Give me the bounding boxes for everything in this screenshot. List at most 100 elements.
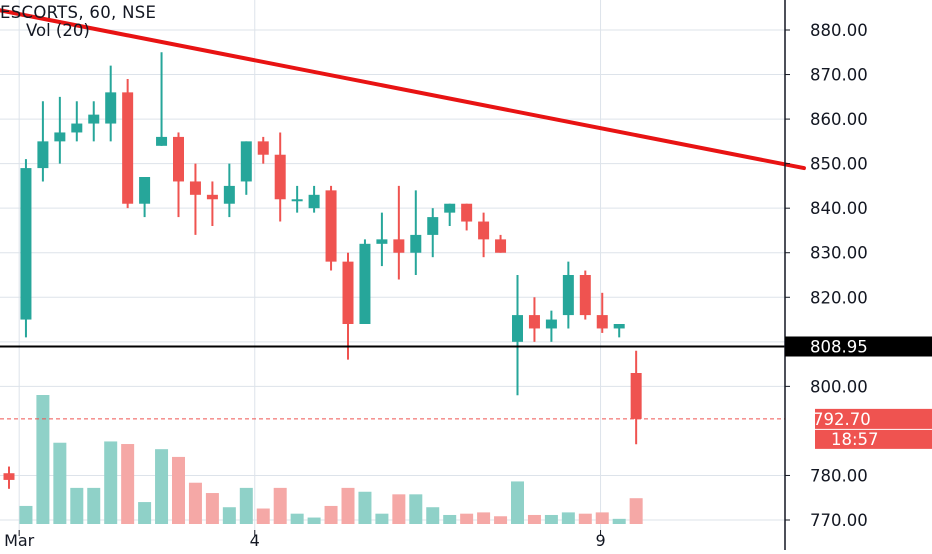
volume-study-label[interactable]: Vol (20) (26, 21, 90, 40)
candle-body (71, 123, 83, 133)
price-tick-label: 800.00 (810, 377, 868, 396)
candle-body (3, 473, 15, 480)
candle-body (579, 275, 591, 316)
countdown-tag (815, 429, 932, 449)
candle-body (122, 92, 134, 204)
candle-body (512, 315, 523, 342)
price-tick-label: 770.00 (810, 511, 868, 530)
candle-body (393, 239, 405, 253)
volume-bar (239, 487, 253, 524)
candle-body (240, 141, 252, 182)
candle-body (308, 194, 320, 209)
grid (0, 0, 785, 530)
volume-bars (19, 395, 643, 524)
candle-body (88, 114, 100, 124)
volume-bar (36, 395, 50, 524)
candle-body (342, 261, 354, 324)
price-tick-label: 860.00 (810, 110, 868, 129)
volume-bar (104, 441, 118, 524)
time-tick-label: 4 (250, 531, 260, 550)
volume-bar (494, 516, 508, 524)
price-tick-label: 870.00 (810, 66, 868, 85)
candle-body (410, 234, 422, 253)
price-tick-label: 780.00 (810, 466, 868, 485)
trendline (0, 8, 806, 171)
volume-bar (324, 505, 338, 524)
volume-bar (188, 482, 202, 524)
volume-bar (121, 444, 135, 524)
volume-bar (307, 517, 321, 524)
time-tick-label: 9 (595, 531, 605, 550)
volume-bar (612, 518, 626, 524)
volume-bar (256, 508, 270, 524)
volume-bar (443, 514, 457, 524)
symbol-title: ESCORTS, 60, NSE (0, 3, 157, 22)
candle-body (173, 136, 184, 182)
candle-body (444, 203, 456, 213)
candle-body (105, 92, 117, 124)
candle-body (495, 239, 507, 253)
volume-bar (205, 493, 219, 524)
candle-body (37, 141, 49, 169)
candle-body (478, 221, 490, 240)
candles (3, 52, 642, 489)
last-price-tag (815, 408, 932, 429)
candle-body (359, 243, 371, 324)
level-price-label: 808.95 (810, 337, 868, 356)
candle-body (545, 319, 557, 329)
price-tick-label: 850.00 (810, 155, 868, 174)
candle-body (189, 181, 201, 195)
price-tick-label: 820.00 (810, 288, 868, 307)
price-axis[interactable]: 770.00 780.00 800.00 820.00 830.00 840.00 850.… (784, 0, 932, 550)
volume-bar (578, 513, 592, 524)
volume-bar (273, 487, 287, 524)
candle-body (156, 136, 168, 146)
level-price-tag (785, 336, 932, 357)
last-price-label: 792.70 (813, 410, 871, 429)
candle-body (20, 168, 32, 320)
volume-bar (375, 513, 389, 524)
volume-bar (392, 494, 406, 524)
candle-body (613, 324, 625, 329)
volume-bar (53, 442, 67, 524)
volume-bar (172, 456, 185, 524)
candle-body (223, 185, 235, 204)
volume-bar (477, 512, 491, 524)
candle-body (630, 373, 642, 419)
volume-bar (222, 507, 236, 524)
volume-bar (544, 514, 558, 524)
candle-body (291, 199, 303, 202)
candle-body (139, 177, 151, 204)
volume-bar (70, 487, 84, 524)
drawings (0, 8, 806, 420)
volume-bar (426, 507, 440, 524)
volume-bar (409, 494, 423, 524)
volume-bar (595, 512, 609, 524)
volume-bar (87, 487, 101, 524)
countdown-label: 18:57 (831, 430, 879, 449)
volume-bar (341, 487, 355, 524)
volume-bar (155, 449, 169, 524)
candle-body (596, 315, 608, 329)
candle-body (274, 154, 286, 200)
candle-body (54, 132, 66, 142)
volume-bar (358, 491, 372, 524)
price-tick-label: 840.00 (810, 199, 868, 218)
price-tick-label: 880.00 (810, 21, 868, 40)
candle-body (257, 141, 269, 155)
volume-bar (290, 513, 304, 524)
candle-body (206, 194, 218, 200)
time-axis[interactable]: Mar 4 9 (4, 530, 606, 550)
volume-bar (511, 481, 524, 524)
volume-bar (138, 502, 152, 524)
candle-body (376, 239, 388, 244)
volume-bar (629, 498, 643, 524)
candle-body (461, 203, 473, 222)
candle-body (562, 275, 574, 316)
volume-bar (19, 505, 33, 524)
volume-bar (561, 512, 575, 524)
candle-body (325, 190, 337, 262)
volume-bar (460, 513, 474, 524)
